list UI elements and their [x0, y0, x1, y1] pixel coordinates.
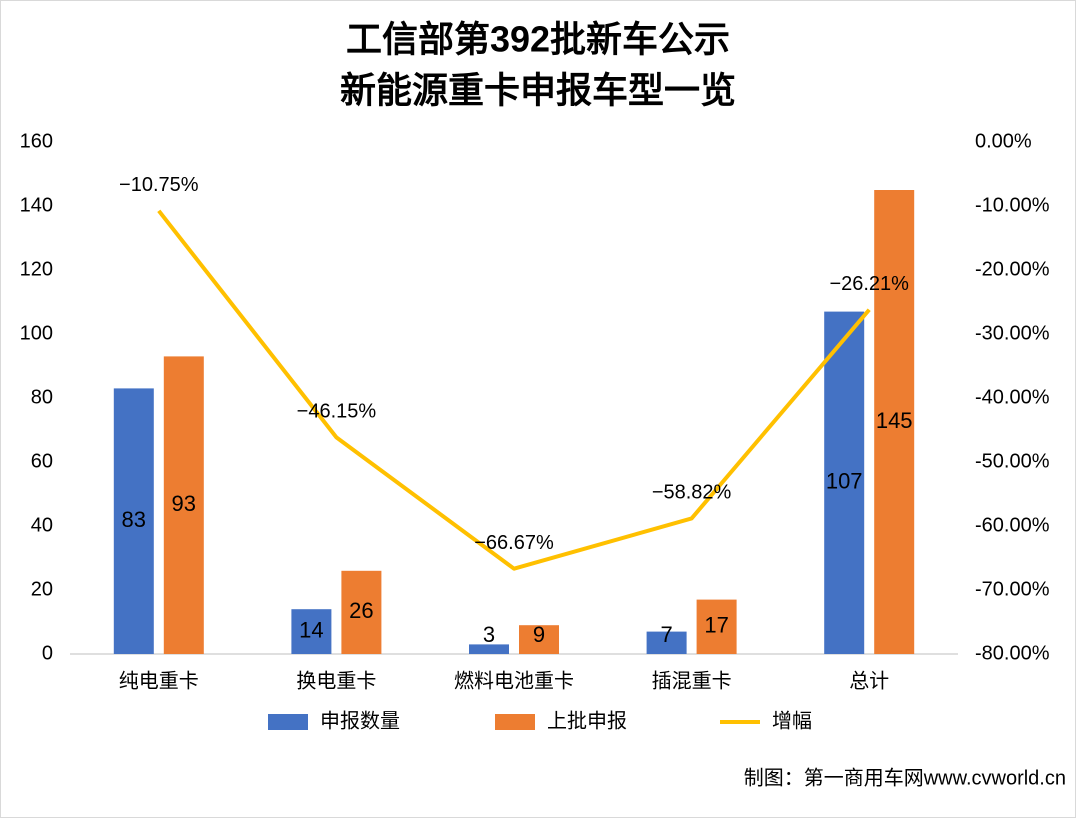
bar — [696, 599, 737, 654]
value-label: 145 — [876, 408, 913, 433]
value-label: 83 — [122, 507, 146, 532]
legend-swatch — [268, 714, 308, 730]
bar — [341, 570, 382, 654]
bar — [469, 644, 509, 654]
line-value-label: −46.15% — [297, 401, 377, 423]
x-tick-label: 插混重卡 — [652, 669, 732, 692]
value-label: 3 — [483, 622, 495, 647]
bar — [874, 190, 915, 654]
y-tick-label: 20 — [31, 578, 53, 600]
y2-tick-label: -10.00% — [975, 194, 1050, 216]
bar — [519, 625, 559, 654]
x-tick-label: 换电重卡 — [296, 669, 376, 692]
y2-tick-label: -50.00% — [975, 450, 1050, 472]
bar — [113, 388, 154, 654]
value-label: 107 — [826, 469, 863, 494]
line-value-label: −66.67% — [474, 532, 554, 554]
y2-tick-label: -30.00% — [975, 322, 1050, 344]
y-tick-label: 40 — [31, 514, 53, 536]
bar — [646, 631, 687, 654]
y2-tick-label: -40.00% — [975, 386, 1050, 408]
legend-swatch — [495, 714, 535, 730]
source-note: 制图：第一商用车网www.cvworld.cn — [744, 766, 1066, 789]
y-tick-label: 160 — [20, 130, 53, 152]
x-tick-label: 总计 — [849, 669, 889, 692]
y2-tick-label: -60.00% — [975, 514, 1050, 536]
x-tick-label: 燃料电池重卡 — [454, 669, 574, 692]
line — [157, 209, 871, 571]
y-tick-label: 80 — [31, 386, 53, 408]
legend-label: 上批申报 — [547, 709, 627, 732]
value-label: 7 — [660, 622, 672, 647]
bar — [163, 356, 204, 654]
value-label: 9 — [533, 622, 545, 647]
legend-label: 增幅 — [772, 709, 812, 732]
value-label: 14 — [299, 617, 323, 642]
y-tick-label: 0 — [42, 642, 53, 664]
y2-tick-label: -20.00% — [975, 258, 1050, 280]
value-label: 26 — [349, 598, 373, 623]
value-label: 17 — [704, 613, 728, 638]
x-tick-label: 纯电重卡 — [119, 669, 199, 692]
y-tick-label: 60 — [31, 450, 53, 472]
line-value-label: −58.82% — [652, 482, 732, 504]
y-tick-label: 140 — [20, 194, 53, 216]
bar — [824, 311, 865, 654]
chart-title: 新能源重卡申报车型一览 — [340, 70, 736, 111]
y2-tick-label: 0.00% — [975, 130, 1032, 152]
chart-title: 工信部第392批新车公示 — [346, 19, 730, 60]
line-value-label: −26.21% — [829, 273, 909, 295]
y2-tick-label: -70.00% — [975, 578, 1050, 600]
bar — [291, 609, 332, 654]
line-value-label: −10.75% — [119, 174, 199, 196]
value-label: 93 — [172, 491, 196, 516]
y-tick-label: 100 — [20, 322, 53, 344]
legend-label: 申报数量 — [320, 709, 400, 732]
y-tick-label: 120 — [20, 258, 53, 280]
y2-tick-label: -80.00% — [975, 642, 1050, 664]
